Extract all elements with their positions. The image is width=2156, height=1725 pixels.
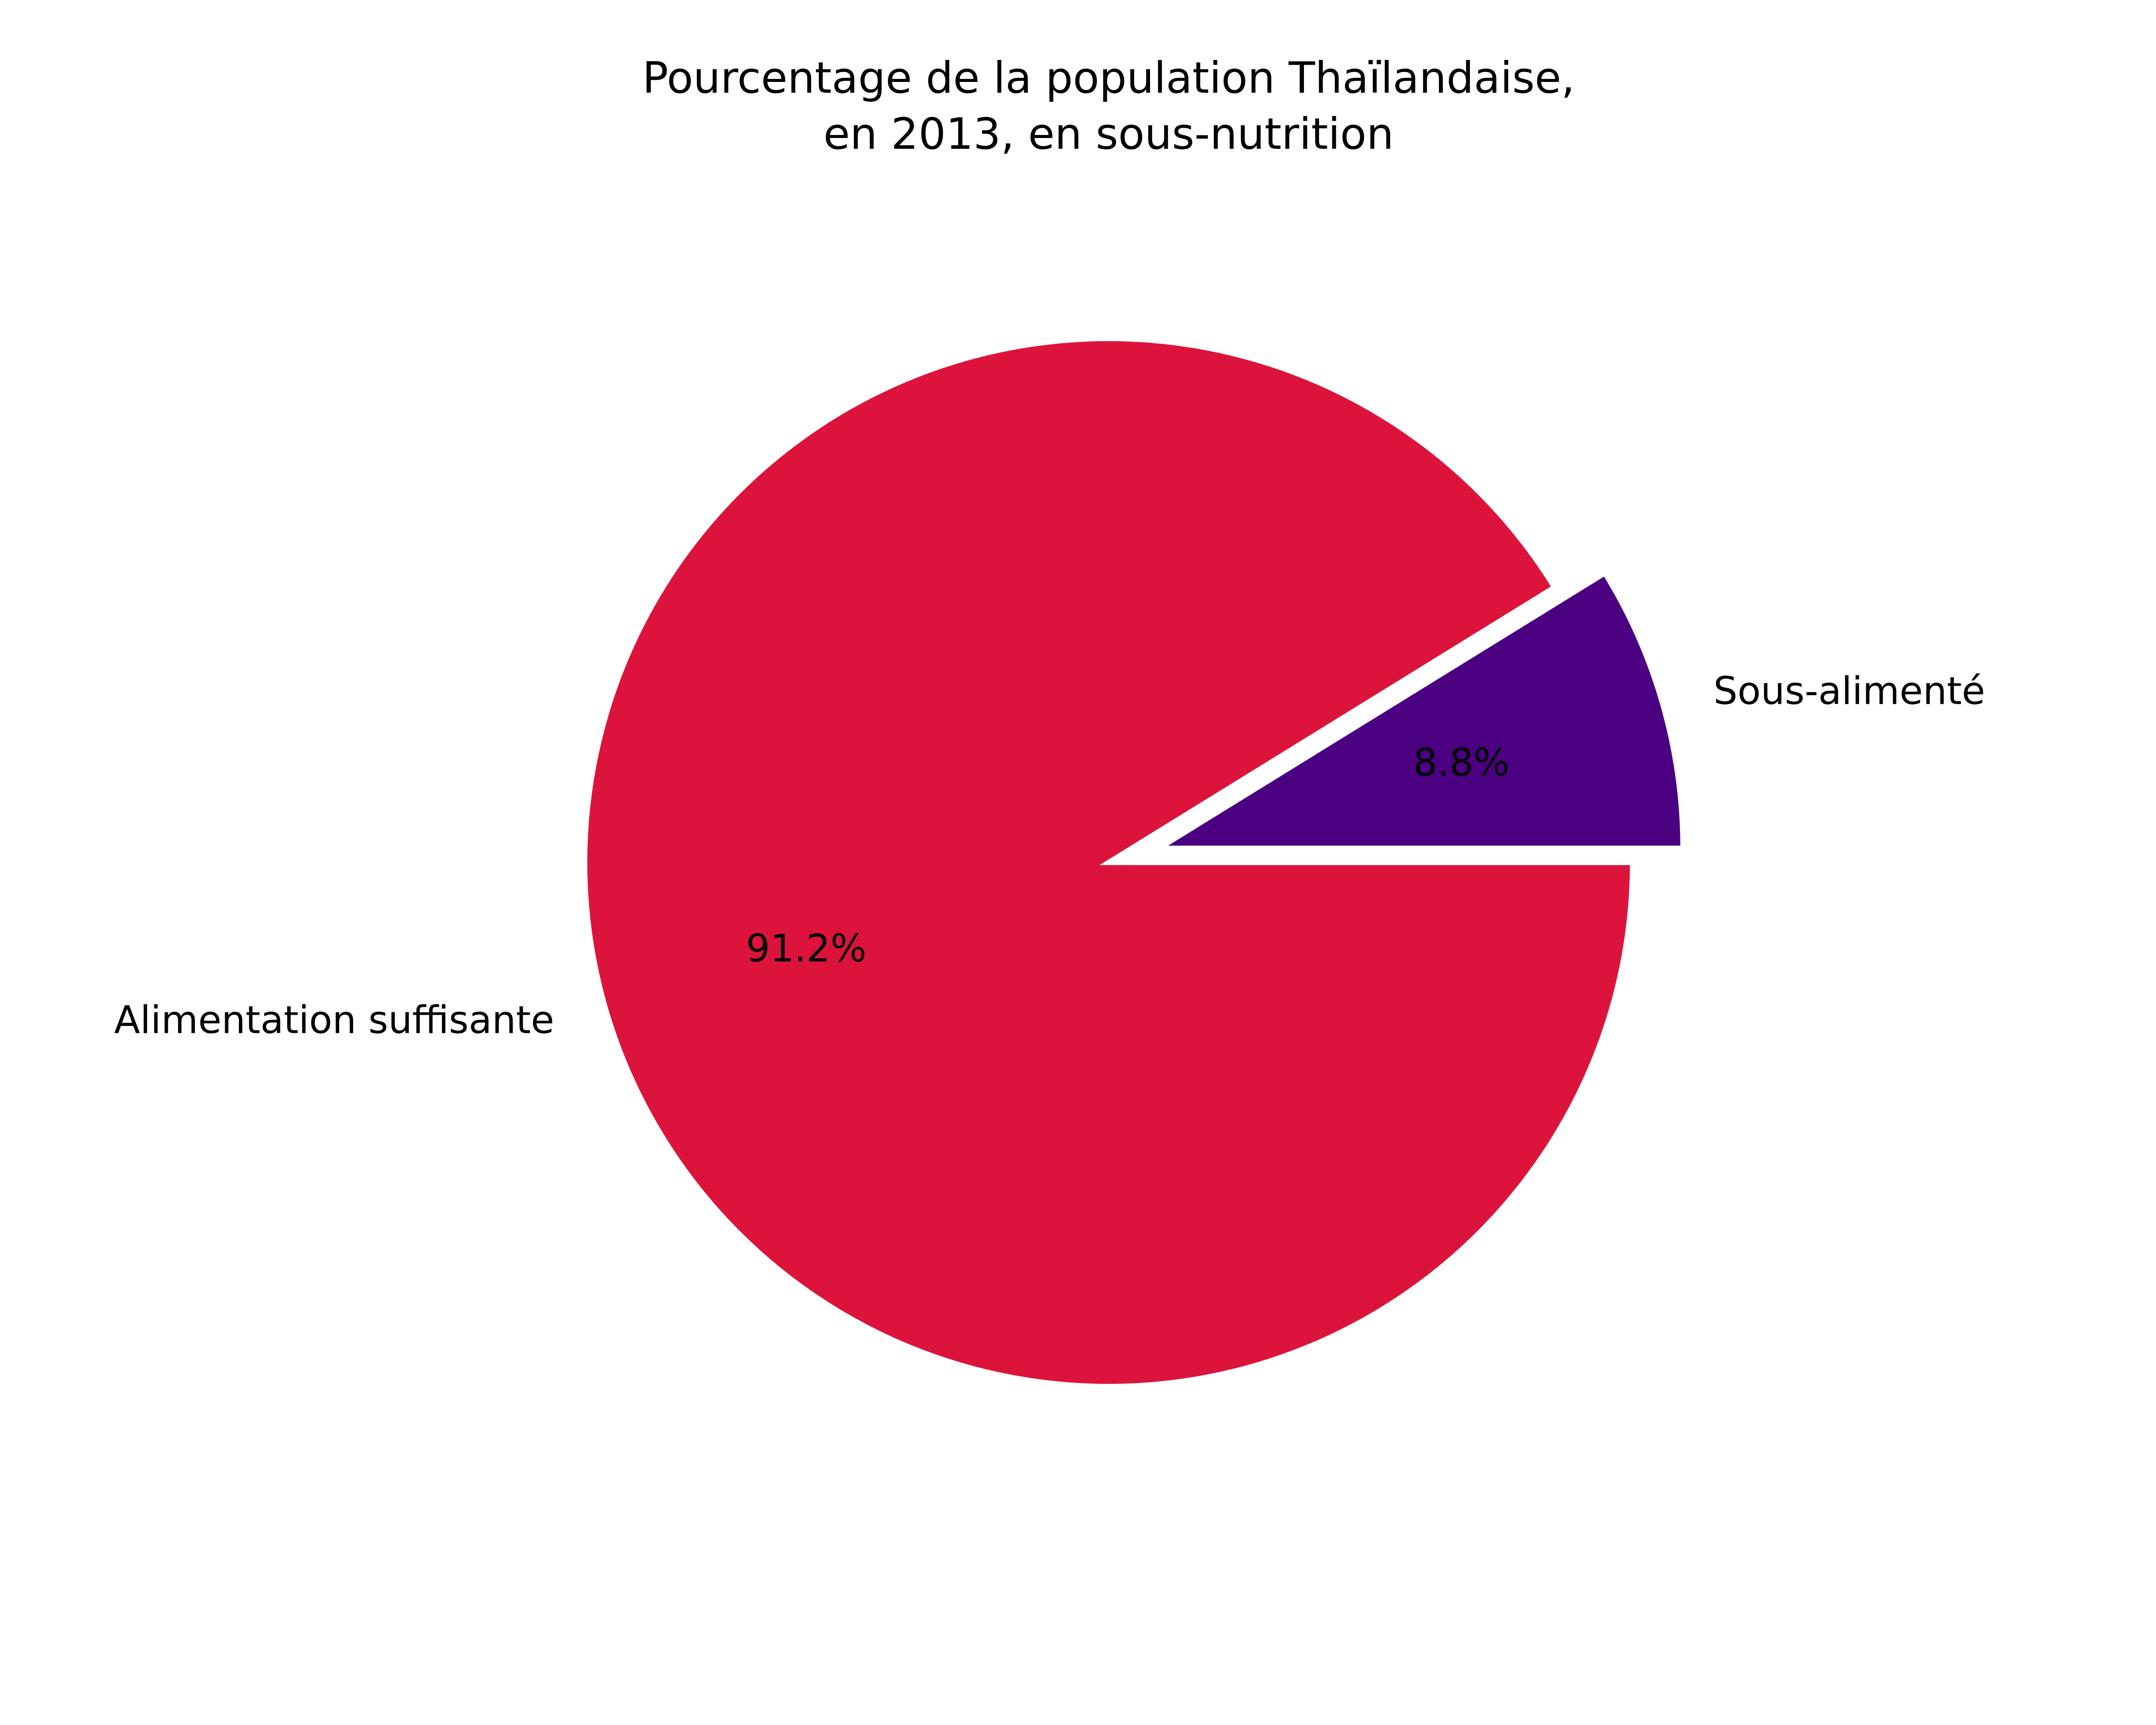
chart-title: Pourcentage de la population Thaïlandais… xyxy=(642,53,1575,159)
pie-slice-sous-alimente xyxy=(1150,569,1686,851)
chart-title-line-2: en 2013, en sous-nutrition xyxy=(824,109,1394,159)
pie-labels: 8.8% Sous-alimenté 91.2% Alimentation suffi… xyxy=(114,669,1985,1042)
pie-slice-alimentation-suffisante xyxy=(582,336,1636,1389)
pie-slices xyxy=(582,336,1686,1389)
pie-value-label-alimentation-suffisante: 91.2% xyxy=(746,926,867,970)
pie-category-label-sous-alimente: Sous-alimenté xyxy=(1714,669,1985,713)
chart-title-line-1: Pourcentage de la population Thaïlandais… xyxy=(642,53,1575,103)
pie-value-label-sous-alimente: 8.8% xyxy=(1413,740,1510,784)
pie-category-label-alimentation-suffisante: Alimentation suffisante xyxy=(114,997,555,1042)
